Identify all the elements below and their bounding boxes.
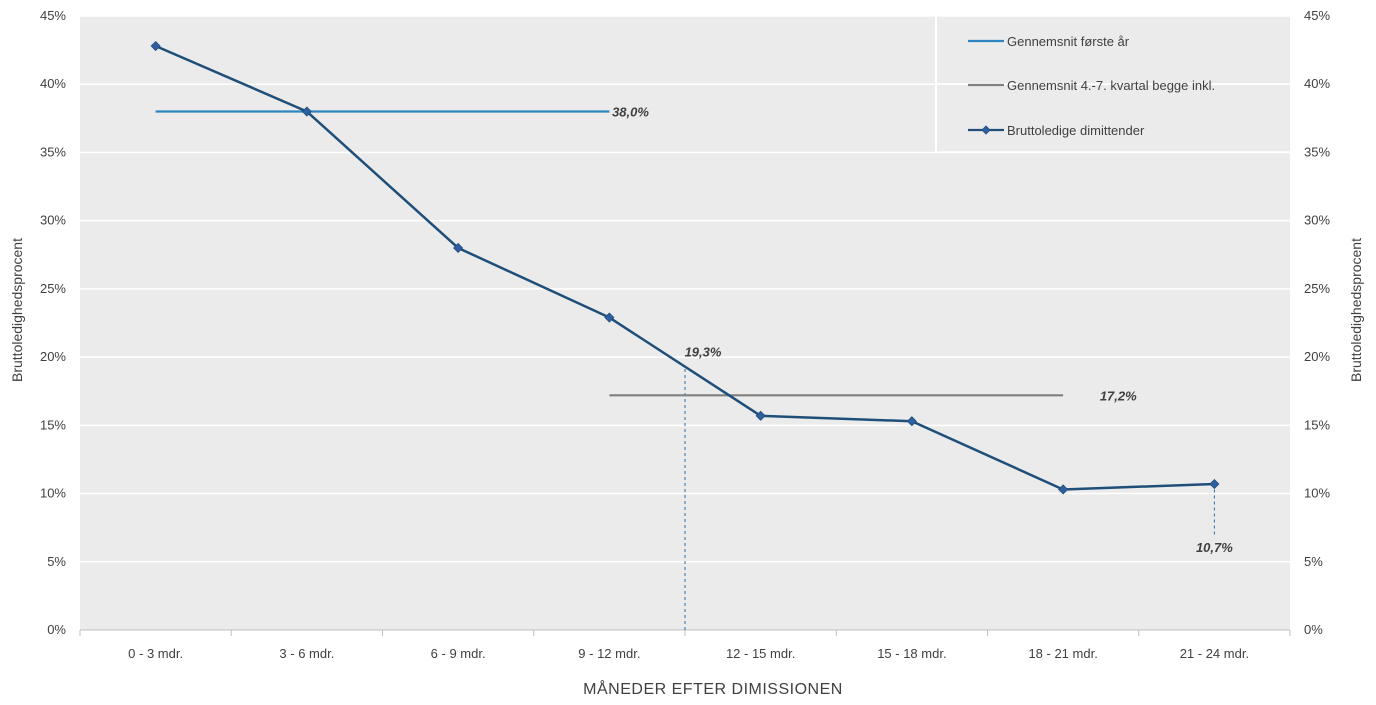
y-tick-label-left: 5% — [47, 554, 66, 569]
y-tick-label-left: 25% — [40, 281, 66, 296]
y-tick-label-right: 20% — [1304, 349, 1330, 364]
y-tick-label-left: 0% — [47, 622, 66, 637]
x-tick-label: 12 - 15 mdr. — [726, 646, 795, 661]
annotations: 38,0% 19,3% 17,2% 10,7% — [612, 105, 1233, 555]
y-tick-label-right: 0% — [1304, 622, 1323, 637]
y-tick-label-right: 10% — [1304, 486, 1330, 501]
x-tick-label: 0 - 3 mdr. — [128, 646, 183, 661]
legend-label: Gennemsnit første år — [1007, 34, 1130, 49]
y-tick-label-left: 15% — [40, 417, 66, 432]
average-lines — [155, 110, 1064, 397]
y-tick-label-right: 45% — [1304, 8, 1330, 23]
annotation-label: 38,0% — [612, 105, 649, 120]
annotation-label: 17,2% — [1100, 388, 1137, 403]
y-tick-label-left: 35% — [40, 144, 66, 159]
y-tick-label-right: 15% — [1304, 417, 1330, 432]
y-tick-label-left: 20% — [40, 349, 66, 364]
data-point-marker — [453, 242, 464, 254]
x-tick-label: 3 - 6 mdr. — [279, 646, 334, 661]
x-axis-title: MÅNEDER EFTER DIMISSIONEN — [583, 679, 843, 698]
data-point-marker — [1058, 484, 1069, 495]
y-axis-left: 0% 5% 10% 15% 20% 25% 30% 35% 40% 45% — [40, 8, 66, 637]
y-tick-label-left: 10% — [40, 486, 66, 501]
y-tick-label-right: 35% — [1304, 144, 1330, 159]
x-tick-label: 15 - 18 mdr. — [877, 646, 946, 661]
data-point-marker — [1209, 478, 1220, 490]
y-tick-label-right: 5% — [1304, 554, 1323, 569]
annotation-label: 19,3% — [685, 345, 722, 360]
data-point-marker — [906, 416, 917, 427]
legend-label: Bruttoledige dimittender — [1007, 123, 1145, 138]
data-point-marker — [150, 40, 161, 52]
data-point-marker — [604, 312, 615, 323]
data-point-marker — [755, 410, 766, 421]
x-tick-label: 6 - 9 mdr. — [431, 646, 486, 661]
y-axis-right: 0% 5% 10% 15% 20% 25% 30% 35% 40% 45% — [1304, 8, 1330, 637]
series-lines — [150, 40, 1220, 495]
y-tick-label-right: 30% — [1304, 213, 1330, 228]
y-axis-title-left: Bruttoledighedsprocent — [9, 238, 25, 382]
reference-lines — [684, 366, 1215, 630]
y-axis-title-right: Bruttoledighedsprocent — [1348, 238, 1364, 382]
legend: Gennemsnit første år Gennemsnit 4.-7. kva… — [935, 16, 1290, 153]
x-axis: 0 - 3 mdr. 3 - 6 mdr. 6 - 9 mdr. 9 - 12 mdr… — [79, 629, 1291, 661]
x-tick-label: 18 - 21 mdr. — [1028, 646, 1097, 661]
x-tick-label: 21 - 24 mdr. — [1180, 646, 1249, 661]
legend-label: Gennemsnit 4.-7. kvartal begge inkl. — [1007, 78, 1215, 93]
y-tick-label-left: 45% — [40, 8, 66, 23]
data-point-marker — [301, 106, 312, 117]
x-tick-label: 9 - 12 mdr. — [578, 646, 640, 661]
y-tick-label-left: 40% — [40, 76, 66, 91]
y-tick-label-right: 25% — [1304, 281, 1330, 296]
series-line — [155, 44, 1215, 491]
y-tick-label-left: 30% — [40, 213, 66, 228]
annotation-label: 10,7% — [1196, 540, 1233, 555]
legend-marker — [981, 125, 991, 135]
y-tick-label-right: 40% — [1304, 76, 1330, 91]
